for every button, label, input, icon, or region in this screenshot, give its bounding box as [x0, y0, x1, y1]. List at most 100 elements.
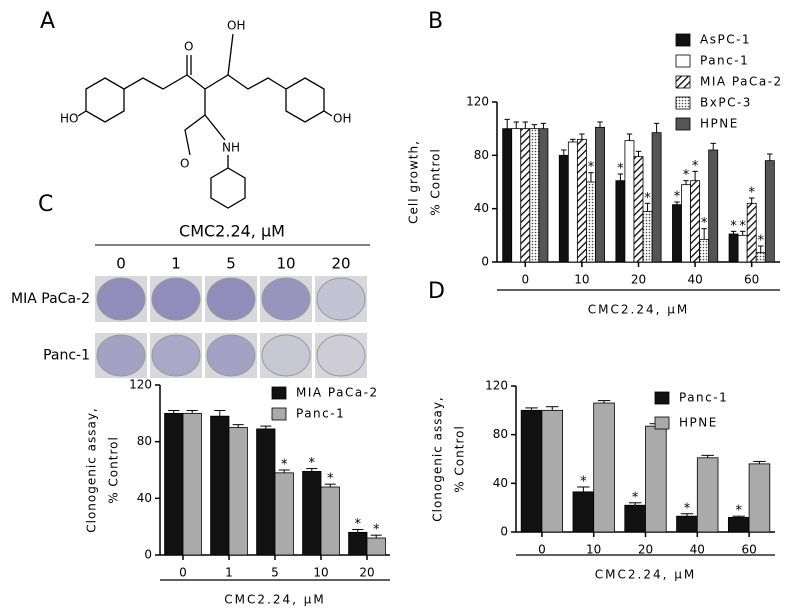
- significance-marker: *: [758, 234, 765, 249]
- y-axis-label: Clonogenic assay,: [431, 396, 445, 521]
- legend-swatch: [271, 386, 287, 400]
- bar: [633, 156, 644, 263]
- y-tick-label: 0: [481, 255, 489, 269]
- y-tick-label: 0: [144, 548, 152, 562]
- plate-column-label: 10: [276, 255, 295, 273]
- plate-column-label: 1: [171, 255, 181, 273]
- y-tick-label: 120: [466, 95, 489, 109]
- significance-marker: *: [692, 159, 699, 174]
- bar: [595, 126, 605, 263]
- bar: [690, 180, 701, 263]
- bar: [576, 138, 587, 263]
- bar: [228, 427, 248, 556]
- plate-well: [96, 277, 146, 321]
- legend-swatch: [675, 117, 691, 131]
- significance-marker: *: [373, 523, 380, 538]
- bar: [586, 181, 596, 263]
- legend-swatch: [654, 416, 670, 430]
- legend-label: Panc-1: [700, 54, 749, 68]
- bar: [746, 202, 757, 263]
- bar: [348, 531, 368, 556]
- significance-marker: *: [674, 190, 681, 205]
- panel-label: A: [40, 9, 55, 34]
- bar: [511, 128, 522, 263]
- x-tick-label: 60: [741, 543, 756, 557]
- bar: [164, 412, 184, 556]
- plate-row-label: MIA PaCa-2: [11, 291, 90, 307]
- significance-marker: *: [355, 517, 362, 532]
- x-axis-label: CMC2.24, μM: [588, 303, 689, 317]
- plate-well: [206, 277, 256, 321]
- significance-marker: *: [632, 490, 639, 505]
- bar: [520, 409, 543, 533]
- bar: [642, 210, 653, 263]
- y-tick-label: 80: [493, 427, 508, 441]
- y-axis-label: Clonogenic assay,: [85, 407, 99, 532]
- y-axis-label: % Control: [429, 148, 443, 216]
- plate-title: CMC2.24, μM: [179, 222, 285, 241]
- atom-label: HO: [60, 112, 78, 126]
- x-tick-label: 20: [359, 566, 374, 580]
- legend-label: MIA PaCa-2: [296, 386, 379, 400]
- plate-well-frame: [205, 333, 257, 378]
- bar: [182, 412, 202, 556]
- y-axis-label: % Control: [107, 436, 121, 504]
- y-tick-label: 120: [129, 378, 152, 392]
- atom-label: O: [180, 157, 189, 171]
- bar: [672, 204, 682, 263]
- plate-well-frame: [95, 333, 147, 378]
- significance-marker: *: [588, 160, 595, 175]
- bar: [538, 128, 549, 263]
- plate-well-frame: [315, 276, 367, 322]
- x-tick-label: 5: [271, 566, 279, 580]
- legend-label: HPNE: [700, 117, 739, 131]
- atom-label: NH: [222, 141, 240, 155]
- y-axis-label: Cell growth,: [407, 140, 421, 224]
- x-tick-label: 10: [574, 273, 589, 287]
- bar: [755, 252, 766, 263]
- x-tick-label: 10: [586, 543, 601, 557]
- y-axis-label: % Control: [453, 425, 467, 493]
- bar: [529, 128, 540, 263]
- y-tick-label: 0: [500, 525, 508, 539]
- plate-column-label: 20: [331, 255, 350, 273]
- significance-marker: *: [644, 191, 651, 206]
- plate-well: [151, 277, 201, 321]
- plate-well: [206, 334, 256, 377]
- bar: [520, 128, 531, 263]
- bar: [645, 425, 667, 533]
- plate-well: [316, 334, 366, 377]
- y-tick-label: 120: [485, 379, 508, 393]
- bar: [615, 180, 626, 263]
- x-tick-label: 20: [631, 273, 646, 287]
- atom-label: OH: [333, 112, 351, 126]
- significance-marker: *: [327, 472, 334, 487]
- plate-well: [151, 334, 201, 377]
- legend-label: HPNE: [679, 416, 718, 430]
- bar: [708, 149, 719, 263]
- plate-column-label: 5: [226, 255, 236, 273]
- legend-swatch: [675, 75, 691, 89]
- plate-well-frame: [150, 333, 202, 378]
- bar: [558, 154, 569, 263]
- plate-well: [96, 334, 146, 377]
- x-tick-label: 0: [179, 566, 187, 580]
- x-tick-label: 40: [687, 273, 702, 287]
- x-tick-label: 10: [313, 566, 328, 580]
- legend-label: BxPC-3: [700, 96, 752, 110]
- plate-well: [261, 334, 311, 377]
- y-tick-label: 80: [137, 434, 152, 448]
- significance-marker: *: [748, 186, 755, 201]
- significance-marker: *: [580, 474, 587, 489]
- legend-swatch: [675, 33, 691, 47]
- significance-marker: *: [735, 504, 742, 519]
- plate-well: [316, 277, 366, 321]
- bar: [676, 515, 698, 533]
- bar: [748, 463, 771, 533]
- significance-marker: *: [730, 219, 737, 234]
- bar: [624, 140, 635, 263]
- legend-swatch: [271, 407, 287, 421]
- x-tick-label: 1: [225, 566, 233, 580]
